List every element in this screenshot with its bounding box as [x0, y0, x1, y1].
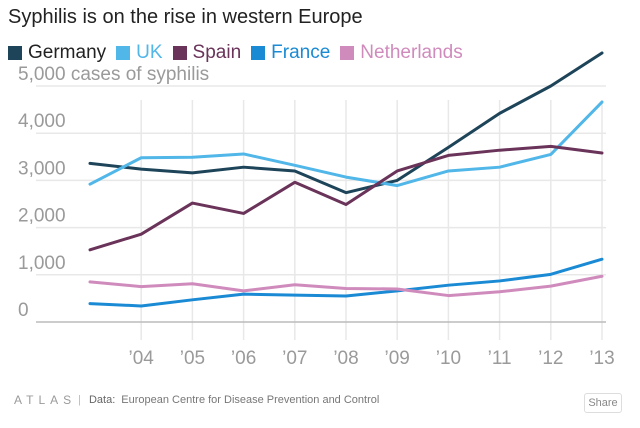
series-line-spain [88, 144, 604, 252]
legend-label-france: France [271, 42, 331, 63]
x-tick-label-10: ’10 [436, 348, 461, 369]
legend-label-germany: Germany [28, 42, 107, 63]
y-tick-label-1000: 1,000 [18, 253, 66, 274]
legend-label-spain: Spain [192, 42, 242, 63]
legend-swatch-netherlands [340, 46, 355, 60]
legend-swatch-spain [172, 46, 187, 60]
footer: ATLAS | Data: European Centre for Diseas… [14, 393, 379, 407]
legend-swatch-france [251, 46, 266, 60]
legend-swatch-germany [8, 46, 22, 60]
y-tick-label-0: 0 [18, 300, 29, 321]
legend-item-netherlands: Netherlands [340, 42, 463, 64]
x-tick-label-06: ’06 [231, 348, 256, 369]
source-text: European Centre for Disease Prevention a… [121, 394, 380, 406]
y-tick-label-5000: 5,000 cases of syphilis [18, 64, 209, 85]
x-tick-label-04: ’04 [129, 348, 155, 369]
series-line-netherlands [88, 274, 604, 298]
chart-title: Syphilis is on the rise in western Europ… [8, 6, 363, 28]
source-label: Data: [88, 394, 116, 406]
atlas-logo[interactable]: ATLAS [14, 393, 77, 407]
x-tick-label-05: ’05 [180, 348, 205, 369]
legend-item-spain: Spain [172, 42, 242, 64]
x-tick-label-07: ’07 [282, 348, 307, 369]
series-line-uk [88, 100, 604, 188]
x-tick-label-09: ’09 [385, 348, 410, 369]
share-button[interactable]: Share [584, 393, 622, 413]
series-line-france [88, 257, 604, 308]
legend-label-netherlands: Netherlands [360, 42, 463, 63]
y-tick-label-2000: 2,000 [18, 206, 66, 227]
y-tick-label-3000: 3,000 [18, 158, 66, 179]
legend-item-uk: UK [116, 42, 163, 64]
x-tick-label-08: ’08 [333, 348, 358, 369]
x-tick-label-11: ’11 [488, 348, 512, 369]
y-tick-label-4000: 4,000 [18, 111, 66, 132]
legend: Germany UK Spain France Netherlands [8, 42, 473, 64]
legend-label-uk: UK [136, 42, 163, 63]
x-tick-label-13: ’13 [589, 348, 614, 369]
series-line-germany [88, 51, 604, 195]
footer-separator: | [78, 394, 81, 406]
x-tick-label-12: ’12 [538, 348, 563, 369]
legend-item-france: France [251, 42, 330, 64]
legend-item-germany: Germany [8, 42, 106, 64]
legend-swatch-uk [116, 46, 131, 60]
